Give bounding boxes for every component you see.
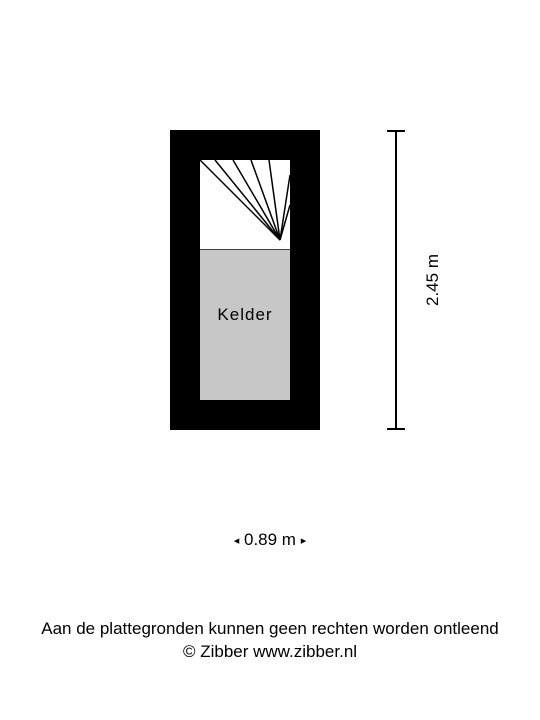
interior: Kelder xyxy=(200,160,290,400)
dimension-horizontal: ◂ 0.89 m ▸ xyxy=(0,530,540,550)
floorplan-canvas: Kelder 2.45 m ◂ 0.89 m ▸ Aan de plattegr… xyxy=(0,0,540,720)
dimension-cap-icon xyxy=(387,428,405,430)
floorplan: Kelder xyxy=(170,130,320,430)
stairs-lines-icon xyxy=(200,160,290,250)
room-label: Kelder xyxy=(200,305,290,325)
footer: Aan de plattegronden kunnen geen rechten… xyxy=(0,618,540,664)
footer-copyright: © Zibber www.zibber.nl xyxy=(0,641,540,664)
dimension-horizontal-value: 0.89 m xyxy=(244,530,296,549)
dimension-line xyxy=(395,130,397,430)
arrow-left-icon: ◂ xyxy=(234,535,240,547)
room-kelder: Kelder xyxy=(200,250,290,400)
dimension-vertical-value: 2.45 m xyxy=(423,254,443,306)
dimension-vertical: 2.45 m xyxy=(385,130,445,430)
stairs xyxy=(200,160,290,250)
footer-disclaimer: Aan de plattegronden kunnen geen rechten… xyxy=(0,618,540,641)
arrow-right-icon: ▸ xyxy=(301,535,307,547)
